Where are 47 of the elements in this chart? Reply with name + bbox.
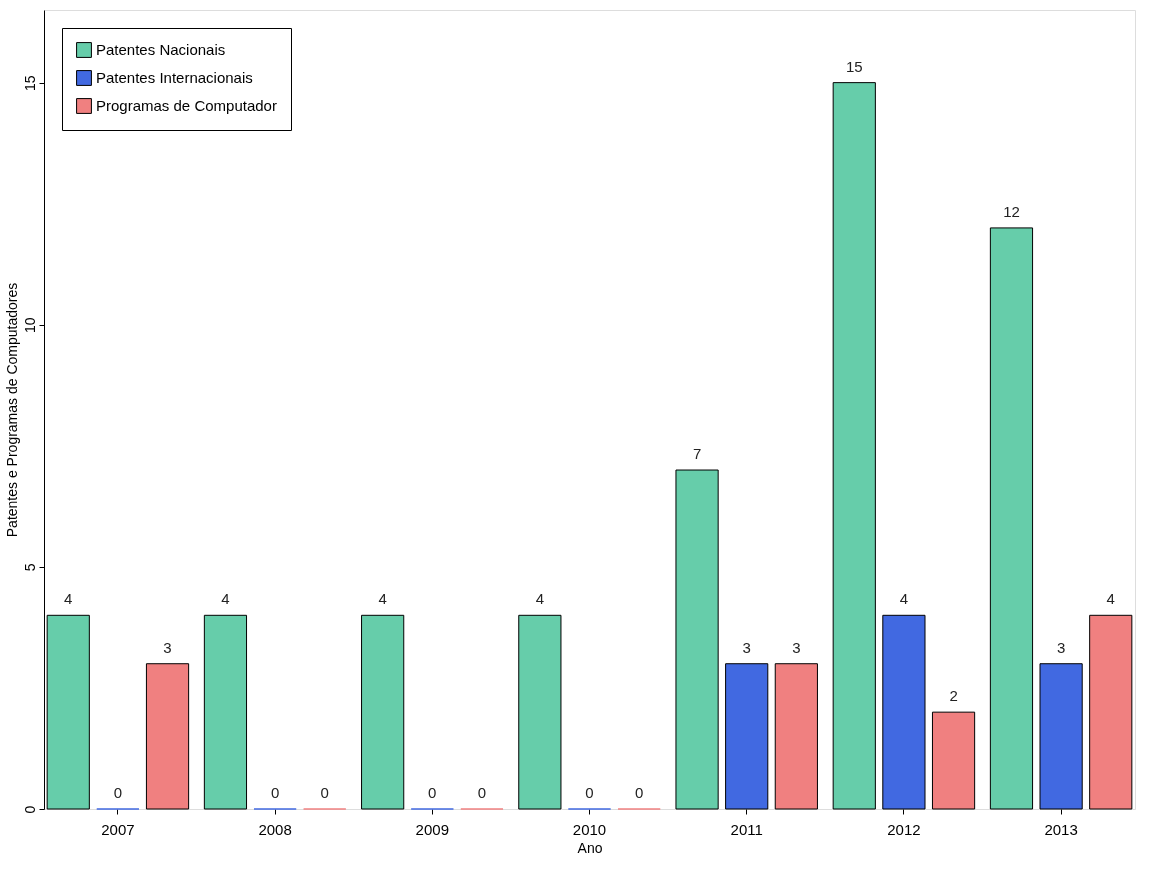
x-tick-label: 2007 (101, 820, 135, 838)
data-label: 4 (378, 590, 387, 608)
data-label: 3 (742, 638, 751, 656)
data-label: 7 (692, 445, 702, 463)
data-label: 0 (113, 784, 123, 801)
data-label: 0 (634, 784, 644, 801)
x-tick-label: 2010 (572, 820, 607, 838)
legend-label: Patentes Nacionais (96, 41, 226, 58)
data-label: 4 (221, 590, 230, 608)
data-label: 15 (845, 57, 863, 75)
data-label: 0 (428, 784, 437, 801)
bar (361, 614, 405, 810)
y-tick-label: 10 (21, 317, 38, 334)
legend-label: Patentes Internacionais (96, 69, 253, 86)
data-label: 4 (899, 590, 909, 608)
data-label: 4 (64, 590, 73, 608)
x-axis-title: Ano (577, 839, 603, 856)
x-tick-label: 2009 (415, 820, 449, 838)
data-label: 4 (1106, 590, 1115, 608)
data-label: 3 (1056, 638, 1066, 656)
y-axis-title: Patentes e Programas de Computadores (3, 282, 20, 538)
data-label: 0 (585, 784, 594, 801)
bar (989, 227, 1034, 810)
bar (203, 614, 248, 810)
bar (675, 469, 719, 810)
x-tick-label: 2008 (258, 820, 292, 838)
x-tick-label: 2011 (730, 820, 763, 838)
bar (832, 82, 876, 810)
y-tick-label: 15 (21, 75, 38, 91)
data-label: 0 (477, 784, 487, 801)
bar (1089, 614, 1133, 810)
y-tick-label: 5 (21, 563, 38, 572)
data-label: 3 (792, 638, 801, 656)
x-tick-label: 2012 (887, 820, 921, 838)
x-tick-label: 2013 (1044, 820, 1078, 838)
bar (931, 711, 976, 810)
bar (145, 663, 190, 810)
data-label: 4 (535, 590, 545, 608)
data-label: 0 (270, 784, 280, 801)
bar (518, 614, 562, 810)
data-label: 2 (949, 687, 958, 705)
data-label: 3 (163, 638, 172, 656)
bar (774, 663, 818, 810)
data-label: 0 (320, 784, 329, 801)
y-tick-label: 0 (21, 805, 38, 814)
data-label: 12 (1003, 202, 1020, 220)
legend-label: Programas de Computador (96, 97, 277, 114)
